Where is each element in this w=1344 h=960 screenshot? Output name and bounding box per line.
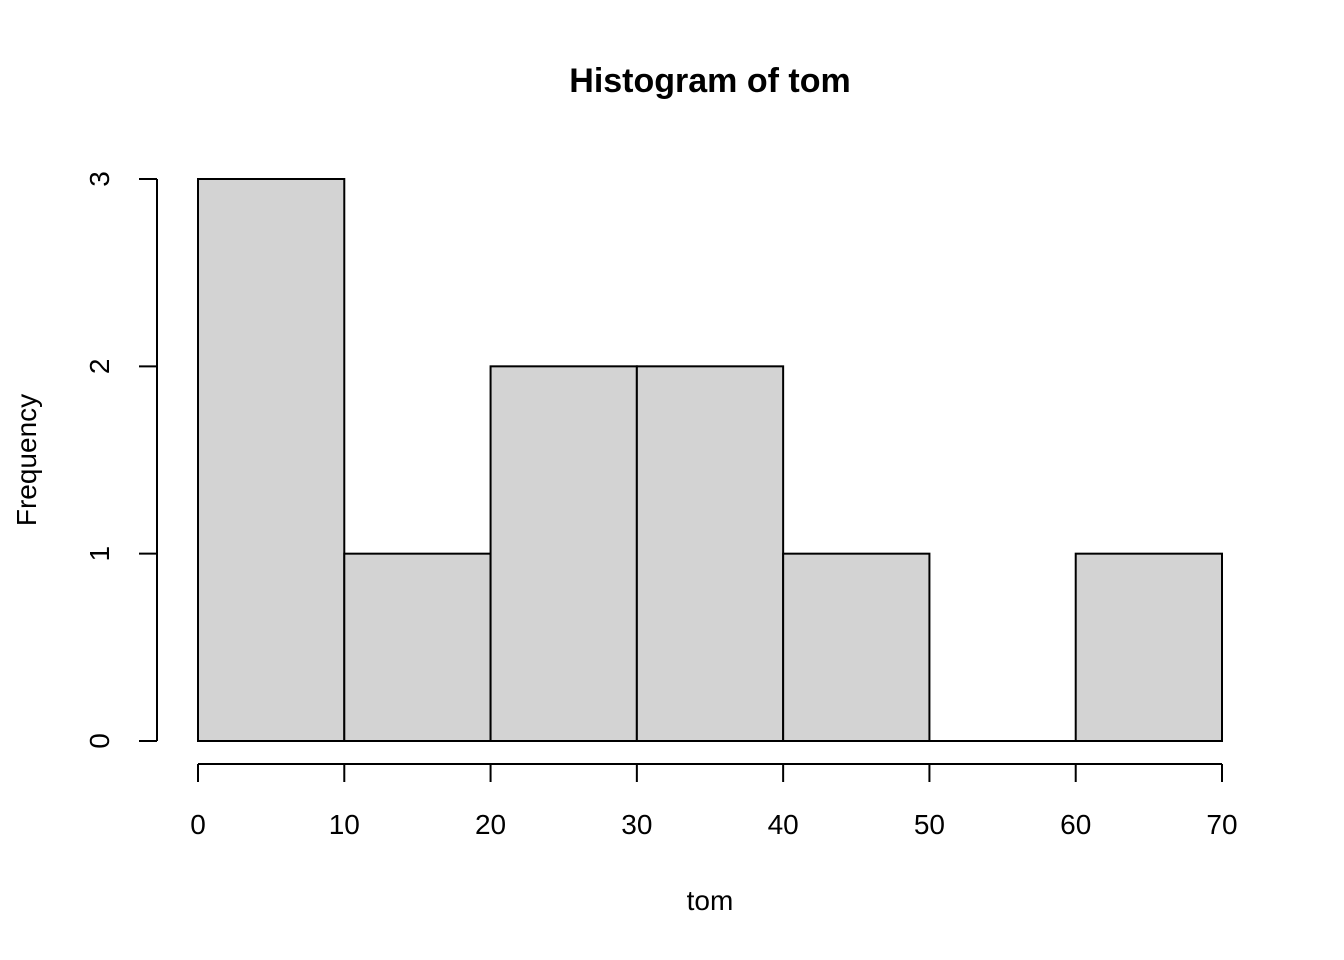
x-axis: 0 10 20 30 40 50 60 70 <box>190 763 1238 840</box>
y-tick-label-0: 0 <box>84 733 115 749</box>
y-tick-label-3: 3 <box>84 171 115 187</box>
histogram-bar-0 <box>197 178 346 742</box>
histogram-bar-2 <box>489 365 638 742</box>
histogram-bar-6 <box>1074 552 1223 743</box>
y-axis: 0 1 2 3 <box>84 171 158 749</box>
x-tick-label-7: 70 <box>1206 809 1237 840</box>
x-tick-label-3: 30 <box>621 809 652 840</box>
chart-title: Histogram of tom <box>569 62 850 100</box>
x-tick-label-2: 20 <box>475 809 506 840</box>
x-tick-label-5: 50 <box>914 809 945 840</box>
y-axis-label: Frequency <box>11 394 42 526</box>
y-tick-label-2: 2 <box>84 359 115 375</box>
x-tick-label-4: 40 <box>768 809 799 840</box>
bars-group <box>197 178 1223 743</box>
y-tick-label-1: 1 <box>84 546 115 562</box>
x-axis-label: tom <box>687 885 734 916</box>
x-tick-label-6: 60 <box>1060 809 1091 840</box>
x-tick-label-1: 10 <box>329 809 360 840</box>
histogram-bar-1 <box>343 552 492 743</box>
histogram-bar-3 <box>635 365 785 742</box>
histogram-bar-4 <box>782 552 931 743</box>
x-tick-label-0: 0 <box>190 809 206 840</box>
